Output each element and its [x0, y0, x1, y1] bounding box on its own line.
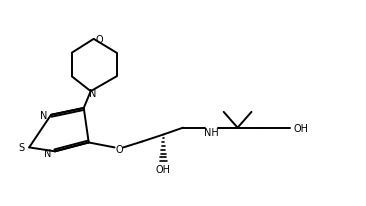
Text: N: N — [40, 111, 48, 121]
Text: NH: NH — [204, 128, 219, 138]
Text: O: O — [116, 145, 123, 155]
Text: N: N — [44, 149, 52, 159]
Text: O: O — [96, 35, 104, 45]
Text: S: S — [18, 143, 24, 153]
Text: OH: OH — [294, 124, 309, 134]
Text: OH: OH — [156, 165, 171, 175]
Text: N: N — [89, 89, 96, 99]
